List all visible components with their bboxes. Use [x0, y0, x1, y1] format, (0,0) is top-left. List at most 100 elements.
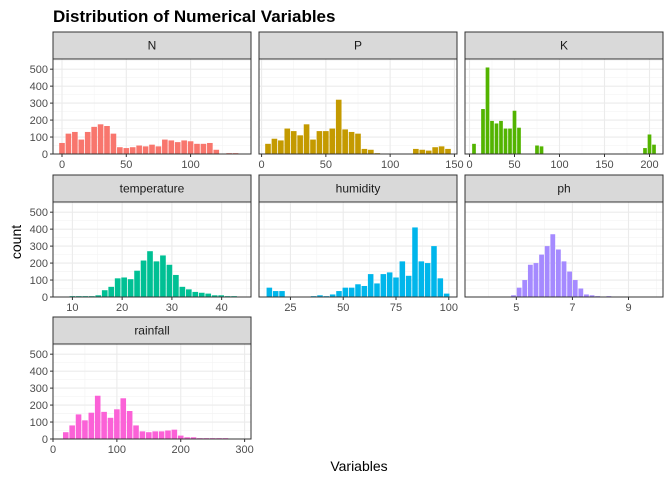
- histogram-bar: [297, 135, 303, 154]
- histogram-bar: [405, 275, 412, 297]
- histogram-bar: [303, 124, 310, 154]
- histogram-bar: [160, 255, 166, 297]
- facet-strip-label: ph: [557, 182, 570, 196]
- y-tick-label: 300: [30, 241, 48, 253]
- histogram-bar: [567, 271, 573, 297]
- x-tick-label: 20: [116, 302, 128, 314]
- histogram-bar: [174, 142, 181, 154]
- facet-strip-label: rainfall: [134, 324, 169, 338]
- x-tick-label: 100: [550, 159, 568, 171]
- histogram-bar: [187, 141, 194, 154]
- histogram-bar: [589, 295, 595, 297]
- histogram-bar: [62, 432, 69, 439]
- x-tick-label: 0: [59, 159, 65, 171]
- histogram-bar: [279, 291, 285, 297]
- histogram-bar: [413, 148, 419, 154]
- histogram-bar: [368, 149, 374, 154]
- histogram-bar: [342, 287, 349, 297]
- histogram-bar: [539, 254, 544, 297]
- x-tick-label: 300: [235, 444, 253, 456]
- histogram-bar: [290, 131, 297, 154]
- facet-strip: [258, 174, 458, 203]
- histogram-bar: [329, 128, 336, 154]
- histogram-bar: [173, 274, 179, 297]
- histogram-bar: [200, 143, 207, 154]
- histogram-bar: [117, 147, 123, 154]
- x-tick-label: 200: [172, 444, 190, 456]
- y-tick-label: 500: [30, 64, 48, 76]
- facet-panel-temperature: temperature 0 100 200 300 400 500 10 20 30 40: [30, 174, 252, 314]
- y-tick-label: 500: [30, 349, 48, 361]
- histogram-bar: [110, 133, 117, 154]
- histogram-bar: [584, 294, 589, 297]
- histogram-bar: [127, 279, 134, 297]
- histogram-bar: [82, 420, 88, 439]
- facet-panel-humidity: humidity 25 50 75 100: [258, 174, 458, 314]
- histogram-bar: [438, 146, 445, 154]
- histogram-bar: [133, 425, 139, 439]
- histogram-bar: [142, 146, 149, 154]
- histogram-bar: [205, 293, 212, 297]
- histogram-bar: [578, 288, 584, 297]
- facet-strip-label: P: [354, 39, 362, 53]
- histogram-bar: [181, 140, 187, 154]
- histogram-bar: [355, 284, 361, 297]
- histogram-bar: [508, 128, 512, 154]
- histogram-bar: [192, 291, 199, 297]
- x-tick-label: 50: [120, 159, 132, 171]
- facet-strip: [52, 174, 252, 203]
- histogram-bar: [643, 148, 647, 154]
- histogram-bar: [147, 251, 153, 297]
- x-tick-label: 75: [390, 302, 402, 314]
- histogram-bar: [271, 138, 278, 154]
- histogram-bar: [162, 139, 168, 154]
- histogram-bar: [158, 431, 165, 439]
- histogram-bar: [431, 246, 437, 297]
- x-tick-label: 25: [284, 302, 296, 314]
- x-tick-label: 40: [216, 302, 228, 314]
- histogram-bar: [539, 146, 544, 154]
- histogram-bar: [65, 133, 72, 154]
- y-tick-label: 500: [30, 207, 48, 219]
- y-tick-label: 200: [30, 115, 48, 127]
- histogram-bar: [136, 145, 142, 154]
- histogram-bar: [84, 131, 91, 154]
- histogram-bar: [91, 126, 97, 154]
- facet-strip: [52, 31, 252, 60]
- histogram-bar: [511, 295, 516, 297]
- histogram-bar: [386, 272, 393, 297]
- histogram-bar: [481, 109, 485, 154]
- histogram-bar: [179, 286, 186, 297]
- histogram-bar: [310, 139, 316, 154]
- y-tick-label: 100: [30, 417, 48, 429]
- histogram-bar: [522, 280, 528, 297]
- histogram-bar: [355, 133, 361, 154]
- histogram-bar: [335, 99, 342, 154]
- histogram-bar: [123, 148, 130, 154]
- histogram-bar: [266, 287, 273, 297]
- histogram-bar: [152, 431, 158, 439]
- facet-strip: [464, 31, 664, 60]
- histogram-bar: [177, 435, 184, 439]
- facet-strip-label: N: [148, 39, 157, 53]
- histogram-bar: [317, 295, 323, 297]
- x-tick-label: 150: [595, 159, 613, 171]
- histogram-bar: [517, 127, 521, 154]
- histogram-bar: [107, 417, 114, 439]
- histogram-bar: [272, 291, 279, 297]
- histogram-bar: [527, 264, 533, 297]
- histogram-bar: [168, 140, 175, 154]
- histogram-bar: [550, 234, 556, 297]
- histogram-bar: [499, 120, 503, 154]
- histogram-bar: [218, 295, 224, 297]
- facet-strip-label: humidity: [336, 182, 381, 196]
- histogram-bar: [207, 142, 213, 154]
- histogram-bar: [503, 128, 508, 154]
- y-tick-label: 300: [30, 383, 48, 395]
- histogram-bar: [424, 263, 431, 297]
- histogram-bar: [425, 150, 432, 154]
- histogram-bar: [399, 261, 406, 297]
- histogram-bar: [437, 278, 444, 297]
- facet-strip: [52, 316, 252, 345]
